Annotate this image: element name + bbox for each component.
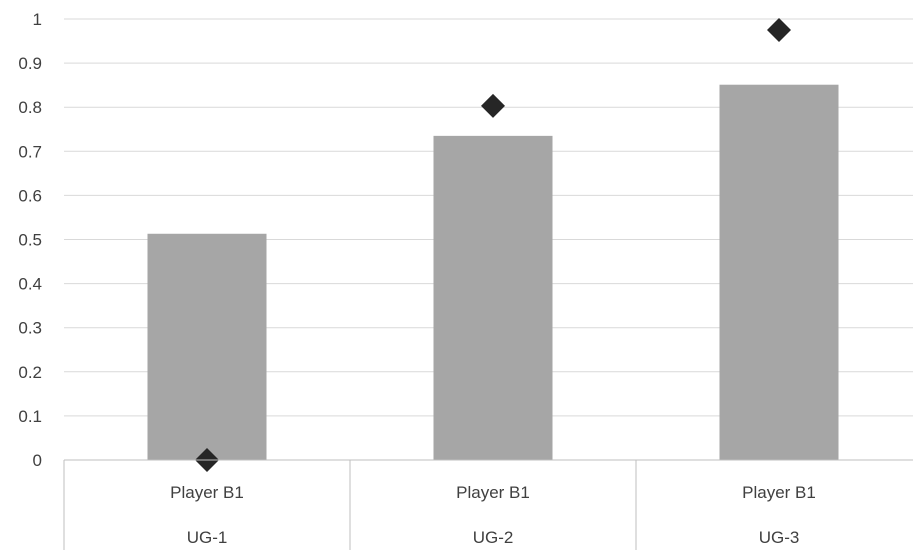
y-axis-tick-labels: 0 0.1 0.2 0.3 0.4 0.5 0.6 0.7 0.8 0.9 1 bbox=[18, 10, 42, 470]
y-tick-label: 0.7 bbox=[18, 142, 42, 161]
x-category-label: Player B1 bbox=[456, 483, 530, 502]
y-tick-label: 0.8 bbox=[18, 98, 42, 117]
y-tick-label: 0.6 bbox=[18, 186, 42, 205]
x-axis: Player B1 UG-1 Player B1 UG-2 Player B1 UG-3 bbox=[63, 459, 913, 550]
bar bbox=[147, 233, 267, 460]
y-tick-label: 0.5 bbox=[18, 231, 42, 250]
diamond-marker bbox=[481, 93, 505, 118]
y-tick-label: 0.3 bbox=[18, 319, 42, 338]
y-tick-label: 0.2 bbox=[18, 363, 42, 382]
x-group-label: UG-1 bbox=[187, 528, 228, 547]
x-category-label: Player B1 bbox=[170, 483, 244, 502]
y-tick-label: 0 bbox=[33, 451, 42, 470]
y-tick-label: 0.1 bbox=[18, 407, 42, 426]
y-tick-label: 0.4 bbox=[18, 275, 42, 294]
bar bbox=[433, 135, 553, 461]
diamond-marker bbox=[767, 18, 791, 43]
bar bbox=[719, 84, 839, 461]
x-category-label: Player B1 bbox=[742, 483, 816, 502]
y-tick-label: 0.9 bbox=[18, 54, 42, 73]
x-group-label: UG-3 bbox=[759, 528, 800, 547]
bar-series bbox=[147, 84, 839, 461]
x-group-label: UG-2 bbox=[473, 528, 514, 547]
y-tick-label: 1 bbox=[33, 10, 42, 29]
